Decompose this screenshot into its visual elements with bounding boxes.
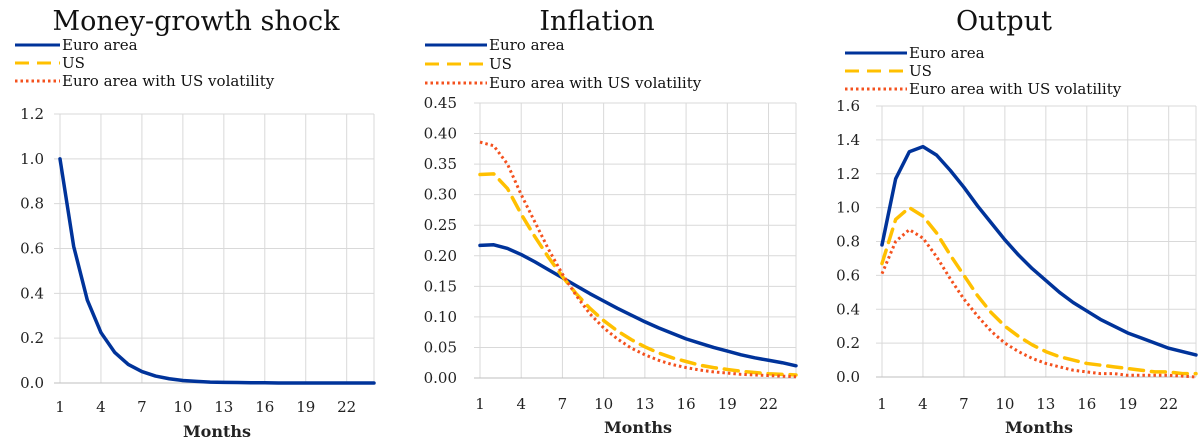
- y-tick-label: 1.0: [836, 199, 860, 217]
- x-tick-label: 16: [255, 398, 274, 416]
- legend-label: US: [489, 55, 512, 73]
- x-tick-label: 19: [296, 398, 315, 416]
- x-tick-label: 19: [1118, 395, 1137, 413]
- y-tick-label: 0.15: [424, 277, 457, 295]
- x-tick-label: 19: [718, 395, 737, 413]
- y-tick-label: 1.2: [20, 105, 44, 123]
- y-tick-label: 0.10: [424, 308, 457, 326]
- x-axis-label: Months: [183, 422, 251, 441]
- x-tick-label: 13: [1036, 395, 1055, 413]
- x-tick-label: 16: [1077, 395, 1096, 413]
- legend-label: US: [62, 54, 85, 72]
- y-tick-label: 0.00: [424, 369, 457, 387]
- legend-label: Euro area with US volatility: [909, 80, 1122, 98]
- y-tick-label: 0.0: [20, 374, 44, 392]
- x-tick-label: 4: [516, 395, 526, 413]
- y-tick-label: 1.0: [20, 150, 44, 168]
- y-tick-label: 0.8: [20, 195, 44, 213]
- y-tick-label: 0.20: [424, 247, 457, 265]
- series-line-euro-area: [478, 243, 798, 368]
- chart-title: Inflation: [539, 6, 654, 37]
- chart-title: Money-growth shock: [52, 6, 340, 37]
- x-axis-label: Months: [604, 418, 672, 437]
- legend-label: Euro area with US volatility: [62, 72, 275, 90]
- x-tick-label: 1: [475, 395, 485, 413]
- x-tick-label: 22: [1159, 395, 1178, 413]
- x-tick-label: 16: [677, 395, 696, 413]
- x-tick-label: 10: [173, 398, 192, 416]
- legend-label: Euro area: [489, 36, 565, 54]
- y-tick-label: 0.6: [836, 266, 860, 284]
- x-tick-label: 10: [594, 395, 613, 413]
- x-tick-label: 10: [995, 395, 1014, 413]
- legend-label: Euro area: [62, 36, 138, 54]
- x-tick-label: 22: [759, 395, 778, 413]
- x-axis-label: Months: [1005, 418, 1073, 437]
- series-line-euro-area-with-us-volatility: [479, 140, 797, 379]
- series-line-us: [478, 172, 798, 377]
- y-tick-label: 1.6: [836, 97, 860, 115]
- y-tick-label: 0.4: [836, 300, 860, 318]
- x-tick-label: 1: [55, 398, 65, 416]
- x-tick-label: 7: [558, 395, 568, 413]
- x-tick-label: 4: [918, 395, 928, 413]
- y-tick-label: 0.45: [424, 94, 457, 112]
- y-tick-label: 0.35: [424, 155, 457, 173]
- y-tick-label: 0.8: [836, 233, 860, 251]
- series-line-euro-area-with-us-volatility: [880, 228, 1197, 379]
- x-tick-label: 7: [137, 398, 147, 416]
- series-line-euro-area: [58, 157, 376, 385]
- x-tick-label: 7: [959, 395, 969, 413]
- x-tick-label: 4: [96, 398, 106, 416]
- y-tick-label: 0.6: [20, 240, 44, 258]
- y-tick-label: 0.05: [424, 338, 457, 356]
- y-tick-label: 0.30: [424, 186, 457, 204]
- legend-label: US: [909, 62, 932, 80]
- y-tick-label: 0.40: [424, 125, 457, 143]
- chart-title: Output: [956, 6, 1052, 37]
- y-tick-label: 0.0: [836, 368, 860, 386]
- legend-label: Euro area: [909, 44, 985, 62]
- x-tick-label: 13: [635, 395, 654, 413]
- y-tick-label: 0.25: [424, 216, 457, 234]
- y-tick-label: 0.2: [836, 334, 860, 352]
- y-tick-label: 1.4: [836, 131, 860, 149]
- legend-label: Euro area with US volatility: [489, 74, 702, 92]
- x-tick-label: 13: [214, 398, 233, 416]
- y-tick-label: 0.2: [20, 329, 44, 347]
- y-tick-label: 0.4: [20, 284, 44, 302]
- y-tick-label: 1.2: [836, 165, 860, 183]
- x-tick-label: 22: [337, 398, 356, 416]
- series-line-us: [880, 205, 1198, 376]
- x-tick-label: 1: [877, 395, 887, 413]
- series-line-euro-area: [880, 144, 1198, 357]
